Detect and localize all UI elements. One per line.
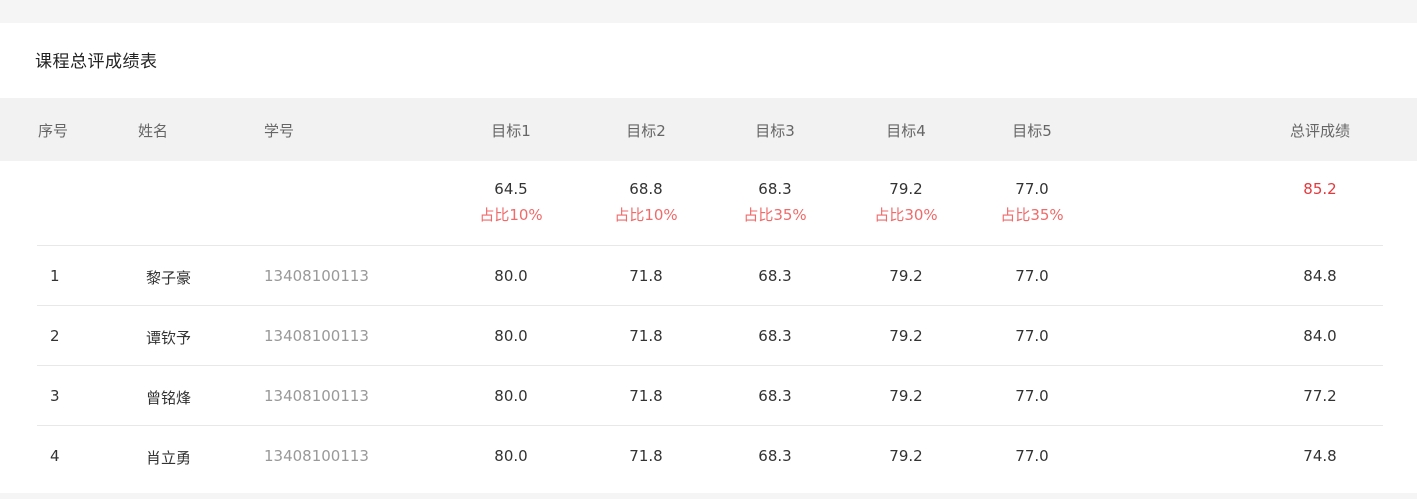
row-total: 74.8 bbox=[1303, 447, 1337, 465]
row-total: 84.8 bbox=[1303, 267, 1337, 285]
row-goal1: 80.0 bbox=[494, 267, 528, 285]
row-goal5: 77.0 bbox=[1015, 267, 1049, 285]
header-index: 序号 bbox=[38, 122, 69, 140]
average-row: 64.5 占比10% 68.8 占比10% 68.3 占比35% 79.2 占比… bbox=[37, 161, 1383, 246]
row-goal5: 77.0 bbox=[1015, 327, 1049, 345]
row-goal3: 68.3 bbox=[758, 327, 792, 345]
table-row: 1 黎子豪 13408100113 80.0 71.8 68.3 79.2 77… bbox=[37, 246, 1383, 306]
row-index: 3 bbox=[50, 387, 60, 405]
row-index: 2 bbox=[50, 327, 60, 345]
page-title: 课程总评成绩表 bbox=[35, 52, 158, 72]
avg-goal2: 68.8 bbox=[629, 180, 663, 198]
avg-goal2-weight: 占比10% bbox=[614, 206, 678, 224]
row-goal5: 77.0 bbox=[1015, 387, 1049, 405]
row-goal2: 71.8 bbox=[629, 447, 663, 465]
header-total: 总评成绩 bbox=[1289, 122, 1350, 140]
row-goal2: 71.8 bbox=[629, 267, 663, 285]
row-index: 1 bbox=[50, 267, 60, 285]
row-goal2: 71.8 bbox=[629, 387, 663, 405]
table-row: 2 谭钦予 13408100113 80.0 71.8 68.3 79.2 77… bbox=[37, 306, 1383, 366]
row-goal3: 68.3 bbox=[758, 387, 792, 405]
row-goal5: 77.0 bbox=[1015, 447, 1049, 465]
avg-goal1-weight: 占比10% bbox=[479, 206, 543, 224]
row-goal2: 71.8 bbox=[629, 327, 663, 345]
avg-goal3-weight: 占比35% bbox=[743, 206, 807, 224]
row-name: 肖立勇 bbox=[146, 449, 192, 467]
header-student-id: 学号 bbox=[264, 122, 295, 140]
table-row: 3 曾铭烽 13408100113 80.0 71.8 68.3 79.2 77… bbox=[37, 366, 1383, 426]
row-total: 77.2 bbox=[1303, 387, 1337, 405]
avg-goal4: 79.2 bbox=[889, 180, 923, 198]
avg-goal1: 64.5 bbox=[494, 180, 528, 198]
row-goal3: 68.3 bbox=[758, 267, 792, 285]
header-goal2: 目标2 bbox=[626, 122, 666, 140]
row-name: 谭钦予 bbox=[146, 329, 192, 347]
table-header: 序号 姓名 学号 目标1 目标2 目标3 目标4 目标5 总评成绩 bbox=[0, 98, 1417, 161]
row-goal4: 79.2 bbox=[889, 267, 923, 285]
row-name: 曾铭烽 bbox=[146, 389, 192, 407]
header-name: 姓名 bbox=[138, 122, 169, 140]
row-goal4: 79.2 bbox=[889, 447, 923, 465]
row-student-id: 13408100113 bbox=[264, 327, 369, 345]
avg-total: 85.2 bbox=[1303, 180, 1337, 198]
row-index: 4 bbox=[50, 447, 60, 465]
avg-goal5-weight: 占比35% bbox=[1000, 206, 1064, 224]
row-goal4: 79.2 bbox=[889, 387, 923, 405]
header-goal4: 目标4 bbox=[886, 122, 926, 140]
row-goal1: 80.0 bbox=[494, 387, 528, 405]
grade-table-card: 课程总评成绩表 序号 姓名 学号 目标1 目标2 目标3 目标4 目标5 总评成… bbox=[0, 23, 1417, 493]
row-student-id: 13408100113 bbox=[264, 387, 369, 405]
row-total: 84.0 bbox=[1303, 327, 1337, 345]
row-goal1: 80.0 bbox=[494, 327, 528, 345]
avg-goal3: 68.3 bbox=[758, 180, 792, 198]
row-goal1: 80.0 bbox=[494, 447, 528, 465]
row-student-id: 13408100113 bbox=[264, 447, 369, 465]
row-name: 黎子豪 bbox=[146, 269, 192, 287]
header-goal1: 目标1 bbox=[491, 122, 531, 140]
row-goal4: 79.2 bbox=[889, 327, 923, 345]
avg-goal4-weight: 占比30% bbox=[874, 206, 938, 224]
avg-goal5: 77.0 bbox=[1015, 180, 1049, 198]
row-goal3: 68.3 bbox=[758, 447, 792, 465]
header-goal5: 目标5 bbox=[1012, 122, 1052, 140]
table-row: 4 肖立勇 13408100113 80.0 71.8 68.3 79.2 77… bbox=[37, 426, 1383, 485]
header-goal3: 目标3 bbox=[755, 122, 795, 140]
row-student-id: 13408100113 bbox=[264, 267, 369, 285]
